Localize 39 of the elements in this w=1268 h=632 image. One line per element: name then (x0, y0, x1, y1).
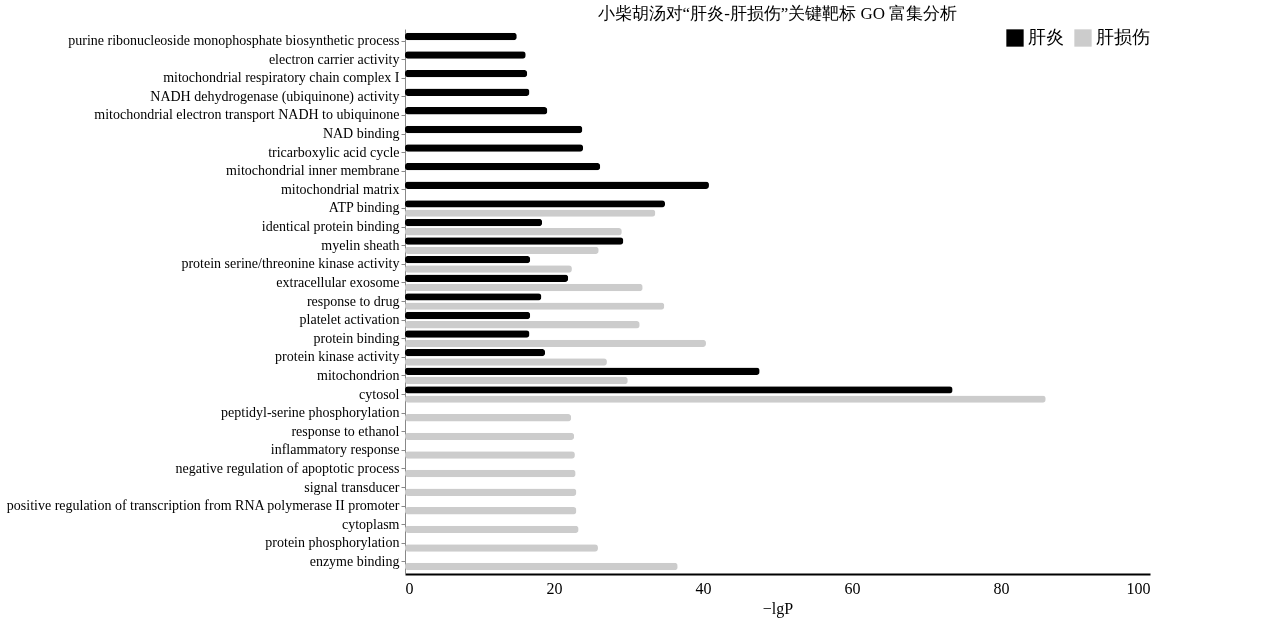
y-tick-label: mitochondrion (317, 367, 400, 383)
y-tick-label: myelin sheath (321, 237, 400, 253)
y-tick-label: cytoplasm (341, 516, 400, 532)
y-tick-label: signal transducer (304, 479, 400, 495)
legend-label: 肝损伤 (1096, 27, 1150, 47)
y-tick-label: mitochondrial electron transport NADH to ubiquinone (94, 107, 400, 123)
y-tick-label: negative regulation of apoptotic process (175, 460, 400, 476)
x-tick-label: 60 (844, 579, 861, 597)
y-tick-label: protein binding (313, 330, 400, 346)
y-tick-label: response to ethanol (291, 423, 400, 439)
x-axis-title: −lgP (762, 599, 794, 618)
chart-title: 小柴胡汤对“肝炎-肝损伤”关键靶标 GO 富集分析 (597, 4, 958, 23)
y-tick-label: protein kinase activity (275, 349, 400, 365)
y-tick-label: tricarboxylic acid cycle (268, 144, 400, 160)
x-tick-label: 100 (1126, 579, 1151, 597)
y-tick-label: platelet activation (299, 312, 400, 328)
y-tick-label: identical protein binding (261, 219, 400, 235)
y-tick-label: electron carrier activity (268, 51, 400, 67)
y-tick-label: NADH dehydrogenase (ubiquinone) activity (150, 88, 400, 105)
y-tick-label: enzyme binding (309, 553, 400, 569)
y-tick-label: mitochondrial respiratory chain complex I (163, 70, 400, 86)
x-tick-label: 40 (695, 579, 712, 597)
y-tick-label: protein phosphorylation (265, 535, 400, 551)
x-tick-label: 0 (405, 579, 414, 597)
y-tick-label: positive regulation of transcription from RNA polymerase II promoter (6, 498, 400, 514)
y-tick-label: mitochondrial matrix (280, 181, 400, 197)
y-tick-label: mitochondrial inner membrane (226, 163, 400, 179)
y-tick-label: response to drug (306, 293, 400, 309)
legend-label: 肝炎 (1028, 27, 1064, 47)
x-tick-label: 80 (993, 579, 1010, 597)
y-tick-label: protein serine/threonine kinase activity (181, 256, 400, 272)
x-tick-label: 20 (546, 579, 563, 597)
y-tick-label: inflammatory response (270, 442, 400, 458)
y-tick-label: purine ribonucleoside monophosphate biosynthetic process (68, 33, 400, 49)
y-tick-label: NAD binding (322, 126, 400, 142)
y-tick-label: extracellular exosome (276, 274, 400, 290)
y-tick-label: cytosol (359, 386, 400, 402)
y-tick-label: peptidyl-serine phosphorylation (221, 405, 400, 421)
y-tick-label: ATP binding (328, 200, 400, 216)
